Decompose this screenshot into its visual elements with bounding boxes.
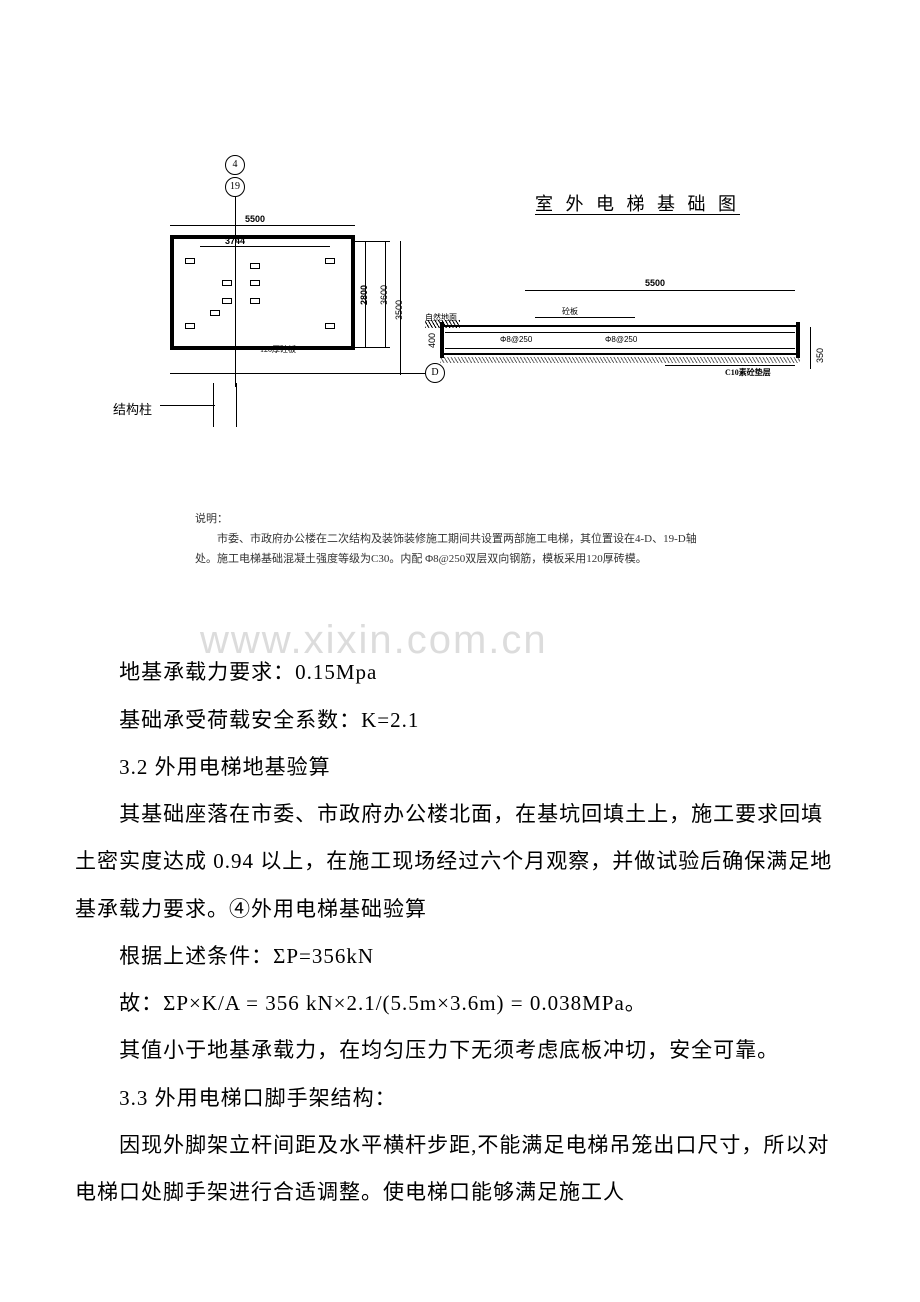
rebar-label-1: Φ8@250 [500,335,532,344]
dim-2800: 2800 [359,285,369,305]
dim-5500-plan: 5500 [245,214,265,224]
anchor-symbol [250,298,260,304]
grid-line-horiz [170,373,425,374]
diagram-notes: 说明： 市委、市政府办公楼在二次结构及装饰装修施工期间共设置两部施工电梯，其位置… [195,510,785,569]
dim-line [810,327,811,369]
document-page: www.xixin.com.cn 室 外 电 梯 基 础 图 4 19 5500… [0,0,920,1276]
anchor-symbol [210,310,220,316]
dim-350: 350 [815,348,825,363]
paragraph: 故：ΣP×K/A = 356 kN×2.1/(5.5m×3.6m) = 0.03… [75,980,845,1027]
paragraph: 其值小于地基承载力，在均匀压力下无须考虑底板冲切，安全可靠。 [75,1027,845,1074]
dim-5500-section: 5500 [645,278,665,288]
dim-400: 400 [427,333,437,348]
dim-3500: 3500 [394,300,404,320]
slab-label: 砼板 [562,306,578,317]
dim-line [525,290,795,291]
dim-line [170,225,355,226]
cushion-hatch [440,357,800,363]
anchor-symbol [325,258,335,264]
dim-3600: 3600 [379,285,389,305]
anchor-symbol [250,263,260,269]
paragraph: 3.2 外用电梯地基验算 [75,744,845,791]
rebar-line [445,348,795,349]
paragraph: 基础承受荷载安全系数：K=2.1 [75,697,845,744]
body-text: 地基承载力要求：0.15Mpa 基础承受荷载安全系数：K=2.1 3.2 外用电… [75,649,845,1216]
dim-line [355,347,390,348]
dim-line [355,241,390,242]
structural-column-label: 结构柱 [113,399,152,418]
foundation-diagram: 室 外 电 梯 基 础 图 4 19 5500 3744 2800 3600 3… [95,140,865,500]
paragraph: 其基础座落在市委、市政府办公楼北面，在基坑回填土上，施工要求回填土密实度达成 0… [75,791,845,933]
slab-note: 120厚砼板 [260,344,296,355]
anchor-symbol [325,323,335,329]
paragraph: 3.3 外用电梯口脚手架结构： [75,1075,845,1122]
end-post [440,322,444,358]
rebar-line [445,332,795,333]
diagram-title: 室 外 电 梯 基 础 图 [535,190,740,216]
grid-bubble-19: 19 [225,177,245,197]
paragraph: 地基承载力要求：0.15Mpa [75,649,845,696]
anchor-symbol [185,258,195,264]
rebar-label-2: Φ8@250 [605,335,637,344]
anchor-symbol [222,298,232,304]
anchor-symbol [222,280,232,286]
note-line-1: 市委、市政府办公楼在二次结构及装饰装修施工期间共设置两部施工电梯，其位置设在4-… [195,530,785,550]
paragraph: 因现外脚架立杆间距及水平横杆步距,不能满足电梯吊笼出口尺寸，所以对电梯口处脚手架… [75,1122,845,1217]
leader-line [160,405,215,406]
dim-line [535,317,635,318]
paragraph: 根据上述条件：ΣP=356kN [75,933,845,980]
anchor-symbol [250,280,260,286]
grid-bubble-d: D [425,363,445,383]
plan-outline [170,235,355,350]
structural-column [213,383,237,427]
note-line-2: 处。施工电梯基础混凝土强度等级为C30。内配 Φ8@250双层双向钢筋，模板采用… [195,550,785,570]
note-title: 说明： [195,510,785,530]
leader-line [665,365,795,366]
end-post [796,322,800,358]
anchor-symbol [185,323,195,329]
cushion-label: C10素砼垫层 [725,367,771,378]
grid-bubble-4: 4 [225,155,245,175]
